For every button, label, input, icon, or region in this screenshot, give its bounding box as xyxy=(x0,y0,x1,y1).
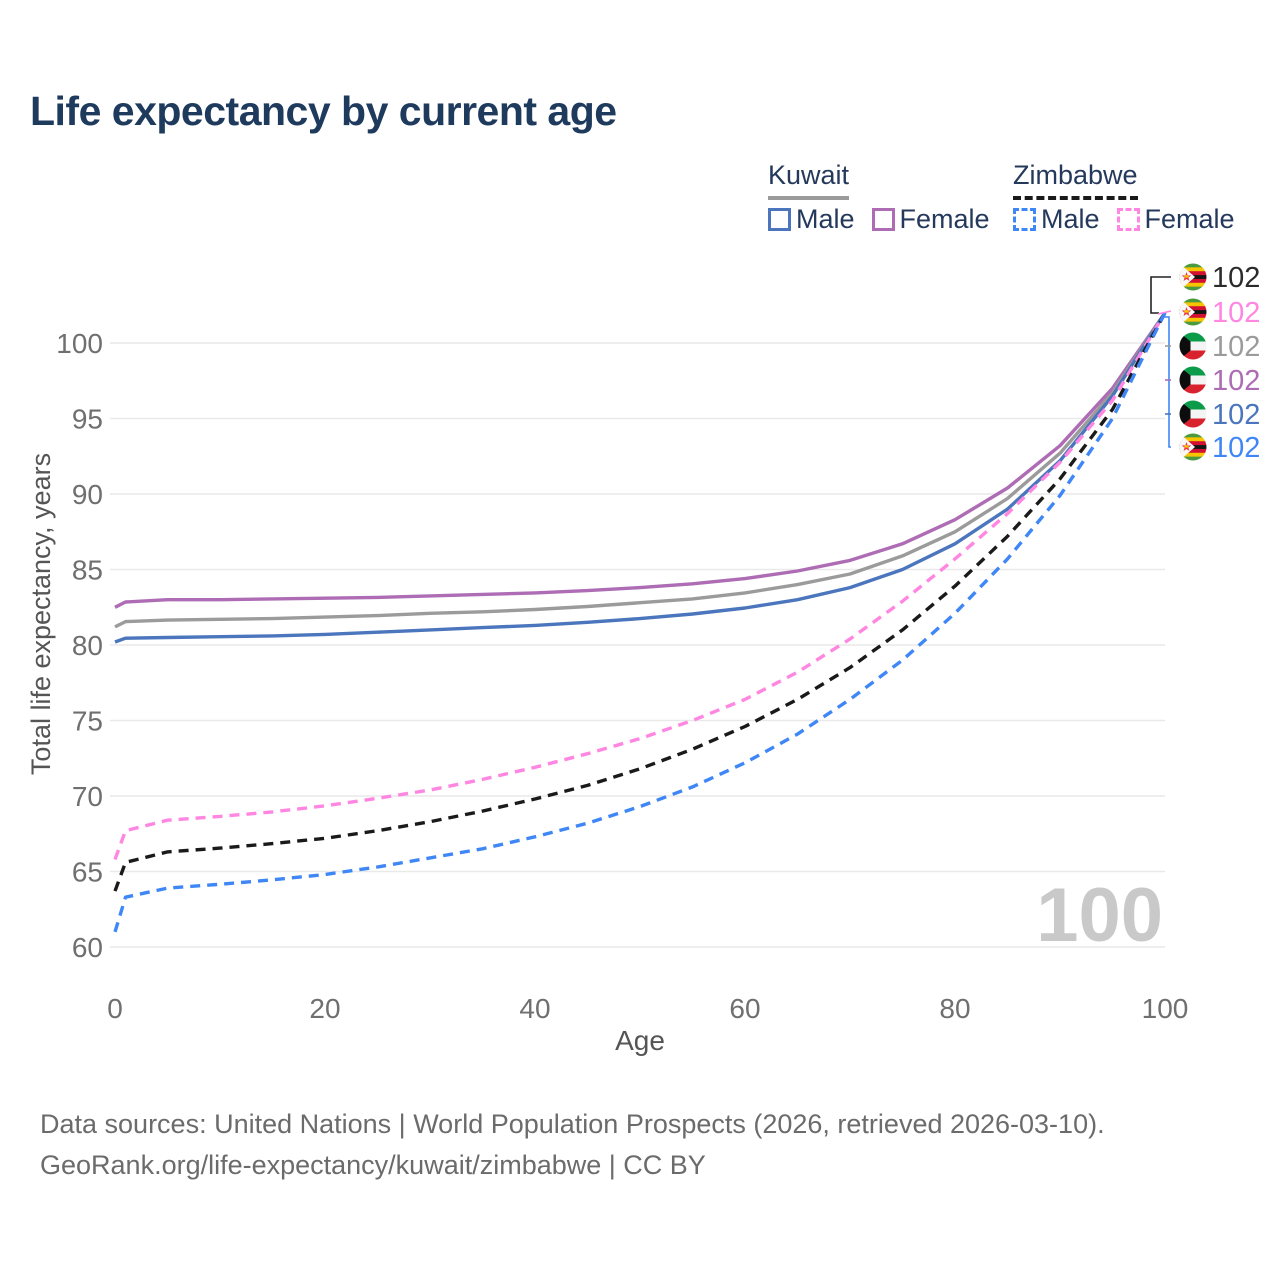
age-indicator-watermark: 100 xyxy=(1036,873,1163,958)
legend-country-kuwait[interactable]: Kuwait xyxy=(768,160,850,200)
footer: Data sources: United Nations | World Pop… xyxy=(40,1104,1105,1186)
end-label-zimbabwe-female: 102 xyxy=(1212,297,1260,329)
kuwait-flag-icon xyxy=(1179,366,1207,394)
zimbabwe-female-swatch-icon xyxy=(1116,208,1140,231)
legend-item-zimbabwe-male[interactable]: Male xyxy=(1013,204,1100,235)
x-tick-label: 20 xyxy=(309,993,340,1024)
series-line-zimbabwe[interactable] xyxy=(113,311,1167,892)
legend-item-zimbabwe-female[interactable]: Female xyxy=(1116,204,1235,235)
data-sources-text: Data sources: United Nations | World Pop… xyxy=(40,1109,1105,1139)
end-label-zimbabwe: 102 xyxy=(1212,262,1260,294)
end-label-kuwait-male: 102 xyxy=(1212,399,1260,431)
x-tick-label: 40 xyxy=(519,993,550,1024)
legend-group-zimbabwe: Zimbabwe Male Female xyxy=(1013,160,1235,234)
kuwait-flag-icon xyxy=(1179,400,1207,428)
series-line-kuwait-male[interactable] xyxy=(114,311,1167,644)
attribution-text: GeoRank.org/life-expectancy/kuwait/zimba… xyxy=(40,1150,706,1180)
y-tick-label: 75 xyxy=(72,706,103,737)
y-tick-label: 85 xyxy=(72,555,103,586)
gridlines xyxy=(110,342,1165,948)
legend-country-zimbabwe[interactable]: Zimbabwe xyxy=(1013,160,1138,200)
y-axis-title: Total life expectancy, years xyxy=(26,453,56,775)
axis-ticks: 60 65 70 75 80 85 90 95 100 0 20 40 60 80 100 xyxy=(56,328,1188,1024)
legend: Kuwait Male Female Zimbabwe Male xyxy=(0,160,1280,255)
x-tick-label: 0 xyxy=(107,993,123,1024)
y-tick-label: 65 xyxy=(72,857,103,888)
kuwait-male-swatch-icon xyxy=(768,208,791,231)
zimbabwe-male-swatch-icon xyxy=(1013,208,1036,231)
legend-label: Female xyxy=(1144,204,1235,234)
legend-label: Male xyxy=(1041,204,1100,234)
end-label-zimbabwe-male: 102 xyxy=(1212,432,1260,464)
y-tick-label: 80 xyxy=(72,630,103,661)
legend-label: Female xyxy=(899,204,990,234)
series-line-kuwait[interactable] xyxy=(114,311,1167,629)
end-label-kuwait-female: 102 xyxy=(1212,365,1260,397)
zimbabwe-flag-icon xyxy=(1179,263,1207,291)
connector-zimbabwe-total xyxy=(1150,276,1171,314)
end-label-kuwait: 102 xyxy=(1212,331,1260,363)
kuwait-flag-icon xyxy=(1179,332,1207,360)
series-lines xyxy=(113,311,1167,933)
y-tick-label: 100 xyxy=(56,328,103,359)
x-axis-title: Age xyxy=(615,1025,665,1056)
zimbabwe-flag-icon xyxy=(1179,298,1207,326)
legend-item-kuwait-female[interactable]: Female xyxy=(871,204,990,235)
series-line-zimbabwe-female[interactable] xyxy=(113,311,1167,860)
x-tick-label: 80 xyxy=(939,993,970,1024)
y-tick-label: 90 xyxy=(72,479,103,510)
kuwait-female-swatch-icon xyxy=(871,208,895,231)
legend-item-kuwait-male[interactable]: Male xyxy=(768,204,855,235)
end-label-connectors xyxy=(1150,276,1172,448)
x-tick-label: 60 xyxy=(729,993,760,1024)
page-title: Life expectancy by current age xyxy=(30,88,617,134)
legend-label: Male xyxy=(796,204,855,234)
zimbabwe-flag-icon xyxy=(1179,433,1207,461)
x-tick-label: 100 xyxy=(1142,993,1189,1024)
y-tick-label: 60 xyxy=(72,932,103,963)
y-tick-label: 95 xyxy=(72,404,103,435)
y-tick-label: 70 xyxy=(72,781,103,812)
series-line-zimbabwe-male[interactable] xyxy=(113,312,1167,933)
legend-group-kuwait: Kuwait Male Female xyxy=(768,160,990,234)
series-line-kuwait-female[interactable] xyxy=(114,311,1167,609)
connector-zimbabwe-female xyxy=(1157,310,1172,315)
connector-zimbabwe-male xyxy=(1163,316,1171,448)
